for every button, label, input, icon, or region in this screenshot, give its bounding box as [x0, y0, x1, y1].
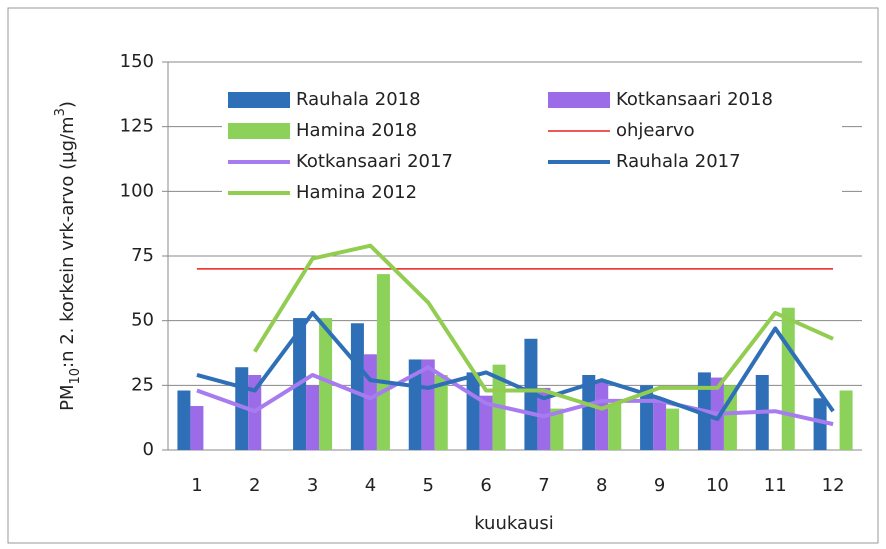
x-tick-label: 6: [480, 475, 491, 496]
legend-label: ohjearvo: [616, 120, 695, 141]
bar: [408, 359, 422, 450]
x-tick-label: 4: [365, 475, 376, 496]
bar: [839, 390, 853, 450]
x-tick-label: 12: [822, 475, 845, 496]
y-tick-label: 100: [120, 180, 154, 201]
bar: [434, 374, 448, 450]
x-tick-label: 8: [596, 475, 607, 496]
bar: [177, 390, 191, 450]
y-axis-label-part: PM: [57, 385, 78, 411]
line: [196, 310, 835, 421]
legend-label: Kotkansaari 2018: [616, 89, 773, 110]
y-axis-label-part: 10: [68, 368, 83, 385]
legend-label: Rauhala 2017: [616, 151, 741, 172]
y-tick-label: 150: [120, 51, 154, 72]
bar: [421, 359, 435, 450]
bar: [582, 374, 596, 450]
bar: [666, 408, 680, 450]
y-axis-label-part: ): [57, 101, 78, 108]
x-tick-label: 3: [307, 475, 318, 496]
y-axis-label-part: 3: [53, 108, 68, 116]
y-axis-label-part: :n 2. korkein vrk-arvo (µg/m: [57, 116, 78, 368]
y-tick-label: 50: [131, 310, 154, 331]
bar: [781, 307, 795, 450]
legend-swatch: [548, 92, 610, 108]
bar: [479, 395, 493, 450]
x-tick-label: 11: [764, 475, 787, 496]
y-axis-label: PM10:n 2. korkein vrk-arvo (µg/m3): [53, 101, 83, 411]
bar: [363, 354, 377, 450]
bar: [813, 398, 827, 450]
y-tick-label: 25: [131, 374, 154, 395]
x-tick-label: 7: [538, 475, 549, 496]
legend-background: [222, 82, 842, 206]
bar: [306, 385, 320, 450]
bar: [537, 387, 551, 450]
bar: [653, 398, 667, 450]
x-tick-label: 5: [423, 475, 434, 496]
bar: [319, 318, 333, 450]
bar: [595, 380, 609, 450]
line: [253, 243, 834, 411]
y-tick-label: 0: [143, 439, 154, 460]
y-tick-label: 125: [120, 116, 154, 137]
bar: [190, 406, 204, 450]
legend-label: Hamina 2012: [296, 182, 417, 203]
bar: [466, 372, 480, 450]
bar: [550, 408, 564, 450]
x-tick-label: 2: [249, 475, 260, 496]
x-tick-label: 1: [191, 475, 202, 496]
bar: [376, 274, 390, 450]
legend-label: Kotkansaari 2017: [296, 151, 453, 172]
legend-label: Hamina 2018: [296, 120, 417, 141]
legend-swatch: [228, 92, 290, 108]
y-tick-label: 75: [131, 245, 154, 266]
bar: [350, 323, 364, 450]
x-tick-label: 10: [706, 475, 729, 496]
legend-swatch: [228, 123, 290, 139]
bar: [608, 403, 622, 450]
line: [196, 365, 834, 427]
legend-label: Rauhala 2018: [296, 89, 421, 110]
x-tick-label: 9: [654, 475, 665, 496]
x-axis-label: kuukausi: [474, 513, 554, 534]
